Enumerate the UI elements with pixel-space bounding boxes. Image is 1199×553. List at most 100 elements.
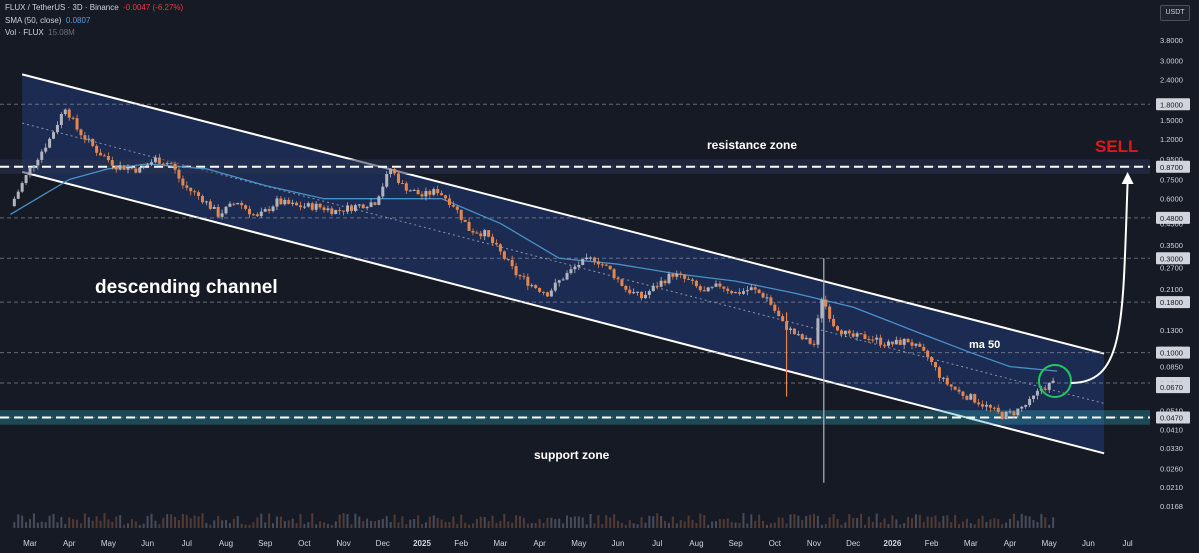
volume-bar-5 xyxy=(32,513,35,528)
volume-bar-42 xyxy=(177,520,180,528)
volume-bar-234 xyxy=(930,517,933,528)
volume-bar-97 xyxy=(393,514,396,528)
currency-button[interactable]: USDT xyxy=(1160,5,1190,21)
volume-bar-0 xyxy=(13,522,16,528)
price-tick-4: 1.5000 xyxy=(1160,116,1183,125)
volume-bar-249 xyxy=(989,519,992,528)
candle-body-187 xyxy=(745,290,749,292)
volume-bar-263 xyxy=(1044,517,1047,528)
candle-body-123 xyxy=(494,243,498,245)
volume-bar-8 xyxy=(44,522,47,528)
candle-body-260 xyxy=(1032,395,1036,399)
volume-bar-215 xyxy=(856,518,859,528)
volume-bar-156 xyxy=(624,524,627,528)
volume-bar-64 xyxy=(264,522,267,528)
candle-body-127 xyxy=(510,259,514,267)
volume-bar-164 xyxy=(656,513,659,528)
volume-bar-147 xyxy=(589,513,592,528)
price-tick-22: 0.0670 xyxy=(1160,383,1183,392)
candle-body-10 xyxy=(52,132,56,139)
price-tick-3: 1.8000 xyxy=(1160,100,1183,109)
candle-body-133 xyxy=(534,285,538,289)
candle-body-177 xyxy=(706,287,710,292)
candle-body-145 xyxy=(581,259,585,265)
volume-bar-49 xyxy=(205,522,208,528)
volume-bar-237 xyxy=(942,515,945,528)
candle-body-195 xyxy=(777,310,781,317)
candle-body-17 xyxy=(79,129,83,136)
volume-bar-59 xyxy=(244,524,247,528)
candle-body-130 xyxy=(522,276,526,278)
candle-body-102 xyxy=(412,189,416,191)
time-tick-1: Apr xyxy=(63,539,76,548)
candle-body-22 xyxy=(99,152,103,156)
volume-bar-93 xyxy=(377,520,380,528)
candle-body-31 xyxy=(134,168,138,173)
candle-body-25 xyxy=(110,160,114,166)
candle-body-34 xyxy=(146,164,150,167)
candle-body-113 xyxy=(455,206,459,210)
candle-body-136 xyxy=(545,292,549,297)
volume-bar-48 xyxy=(201,513,204,528)
volume-bar-264 xyxy=(1048,524,1051,528)
volume-bar-128 xyxy=(515,515,518,528)
candle-body-148 xyxy=(592,257,596,262)
candle-body-169 xyxy=(675,273,679,277)
volume-bar-4 xyxy=(29,519,31,528)
price-tag-bg-3 xyxy=(1156,98,1190,111)
volume-bar-120 xyxy=(483,517,486,528)
price-tick-7: 0.8700 xyxy=(1160,163,1183,172)
candle-body-236 xyxy=(937,367,941,378)
volume-bar-79 xyxy=(323,522,325,528)
volume-bar-88 xyxy=(358,516,361,528)
volume-bar-80 xyxy=(326,523,329,528)
candle-body-243 xyxy=(965,395,969,400)
volume-bar-101 xyxy=(409,519,412,528)
candle-body-106 xyxy=(428,191,432,195)
volume-bar-132 xyxy=(530,523,533,528)
volume-bar-179 xyxy=(715,521,717,528)
candle-body-104 xyxy=(420,194,424,197)
volume-bar-57 xyxy=(236,516,239,528)
volume-bar-72 xyxy=(295,523,298,528)
channel-fill xyxy=(22,74,1105,454)
candle-body-239 xyxy=(949,384,953,387)
volume-bar-231 xyxy=(918,514,921,528)
candle-body-156 xyxy=(624,285,628,290)
volume-bar-24 xyxy=(107,519,110,528)
volume-bar-176 xyxy=(703,515,706,528)
volume-bar-78 xyxy=(319,521,322,528)
candle-body-13 xyxy=(63,109,67,115)
candle-body-93 xyxy=(377,196,381,205)
volume-bar-44 xyxy=(185,515,188,528)
time-tick-9: Dec xyxy=(376,539,390,548)
candle-body-202 xyxy=(804,337,808,340)
candle-body-35 xyxy=(150,162,154,165)
volume-bar-230 xyxy=(914,514,917,528)
candle-body-215 xyxy=(855,333,859,337)
price-tag-bg-19 xyxy=(1156,346,1190,359)
candle-body-19 xyxy=(87,138,91,140)
volume-bar-96 xyxy=(389,521,392,528)
volume-bar-248 xyxy=(985,522,988,528)
candle-body-26 xyxy=(114,165,118,170)
volume-bar-214 xyxy=(852,517,855,528)
candle-body-259 xyxy=(1028,398,1032,406)
volume-bar-218 xyxy=(867,516,870,528)
candle-body-103 xyxy=(416,189,420,195)
candle-body-73 xyxy=(298,205,302,208)
candle-body-117 xyxy=(471,230,475,233)
candle-body-265 xyxy=(1051,380,1055,383)
volume-bar-157 xyxy=(628,520,631,528)
candle-body-257 xyxy=(1020,406,1024,409)
candle-body-201 xyxy=(800,334,804,340)
candle-body-63 xyxy=(259,211,263,217)
candle-body-126 xyxy=(506,258,510,260)
current-price-circle xyxy=(1037,363,1072,398)
volume-legend[interactable]: Vol · FLUX 15.08M xyxy=(5,28,75,37)
candle-body-188 xyxy=(749,287,753,291)
sma-legend[interactable]: SMA (50, close) 0.0807 xyxy=(5,16,90,25)
candle-body-234 xyxy=(930,356,934,363)
volume-bar-74 xyxy=(303,523,306,528)
